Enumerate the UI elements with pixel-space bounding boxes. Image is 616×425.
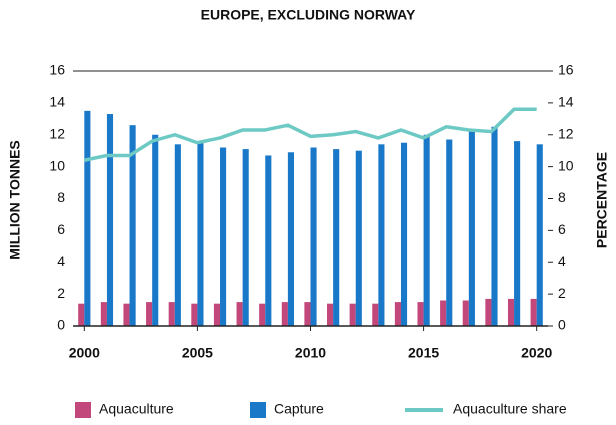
bar [265,155,272,326]
bar [78,303,85,326]
y2-tick-label: 8 [558,189,566,205]
y2-tick-label: 10 [558,157,574,173]
legend-label: Aquaculture share [453,401,567,417]
legend-label: Capture [274,401,324,417]
y-tick-label: 2 [57,285,65,301]
bar [440,300,447,326]
bar [281,302,288,326]
bar [423,134,430,326]
bar [146,302,153,326]
y-tick-label: 14 [49,94,65,110]
y2-tick-label: 12 [558,125,574,141]
bar [310,147,317,326]
x-tick-label: 2000 [69,345,100,361]
bar [106,114,114,326]
y2-tick-label: 0 [558,317,566,333]
y-tick-label: 0 [57,317,65,333]
bar [304,302,311,326]
y-tick-label: 4 [57,253,65,269]
y-axis-label: MILLION TONNES [7,140,23,260]
bar [259,303,266,326]
y-tick-label: 10 [49,157,65,173]
y-tick-label: 12 [49,125,65,141]
bar [468,131,475,326]
y2-axis-label: PERCENTAGE [594,152,610,248]
bar [327,303,334,326]
bar [349,303,356,326]
bar [220,147,227,326]
y2-tick-label: 6 [558,221,566,237]
bar [514,141,521,326]
bar [242,149,249,326]
bar [84,110,91,326]
bar [446,139,453,326]
bar [394,302,401,326]
bar [333,149,340,326]
bar [236,302,243,326]
y2-tick-label: 2 [558,285,566,301]
line [83,107,537,162]
bar [123,303,130,326]
bar [417,302,424,326]
bar [536,144,543,326]
chart-title: EUROPE, EXCLUDING NORWAY [201,7,416,23]
bar [197,142,204,326]
bar [378,144,385,326]
legend-swatch [75,402,91,418]
x-tick-label: 2020 [521,345,552,361]
bar [213,303,221,326]
bar [174,144,181,326]
y-tick-label: 16 [49,62,65,78]
bar [287,152,294,326]
x-tick-label: 2015 [408,345,439,361]
bar [400,142,408,326]
y2-tick-label: 4 [558,253,566,269]
bar [168,302,175,326]
y2-tick-label: 14 [558,94,574,110]
y-tick-label: 6 [57,221,65,237]
bar [485,298,492,326]
legend-label: Aquaculture [99,401,174,417]
bar [152,134,159,326]
x-tick-label: 2010 [295,345,326,361]
bar [191,303,198,326]
x-tick-label: 2005 [182,345,213,361]
bar [129,125,136,326]
y-tick-label: 8 [57,189,65,205]
bar [372,303,379,326]
bar [530,298,537,326]
bar [507,298,515,326]
bar [100,302,107,326]
bar [491,126,498,326]
bar [355,150,362,326]
y2-tick-label: 16 [558,62,574,78]
legend-swatch [250,402,266,418]
bar [462,300,469,326]
